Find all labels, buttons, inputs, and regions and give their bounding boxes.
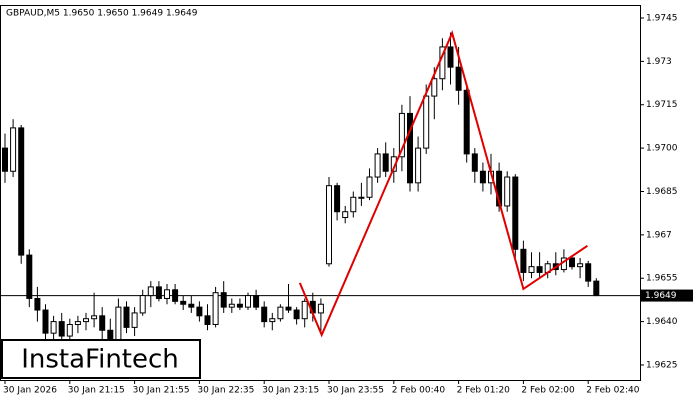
candle-body [2, 147, 8, 172]
candle-body [245, 295, 251, 308]
candle-body [115, 306, 122, 343]
y-tick-label: 1.9640 [646, 317, 678, 327]
x-tick-label: 2 Feb 01:20 [457, 386, 511, 396]
candle-body [350, 196, 357, 213]
chart-title: GBPAUD,M5 1.9650 1.9650 1.9649 1.9649 [6, 9, 198, 19]
y-tick-label: 1.9715 [646, 100, 678, 110]
candle-body [236, 303, 243, 308]
candle-body [139, 295, 146, 314]
price-label: 1.9649 [645, 291, 677, 301]
candle-body [407, 112, 413, 184]
candle-body [147, 286, 154, 297]
pattern-line [298, 30, 588, 338]
candle-body [26, 254, 33, 299]
candle-body [228, 303, 235, 308]
candle-body [463, 89, 470, 155]
candle-body [374, 153, 381, 178]
plot-frame [0, 5, 641, 381]
candle-body [358, 196, 365, 199]
candle-body [479, 170, 486, 184]
candle-body [50, 321, 57, 334]
candle-body [261, 306, 268, 323]
y-tick-label: 1.9625 [646, 360, 678, 370]
candle-body [293, 309, 300, 320]
candle-body [512, 176, 519, 250]
candle-body [220, 292, 227, 308]
candle-body [342, 211, 349, 219]
price-label-box [641, 289, 693, 302]
candle-body [593, 280, 600, 297]
y-tick-label: 1.9700 [646, 144, 678, 154]
candle-body [496, 170, 503, 207]
candle-body [455, 66, 462, 91]
candle-body [366, 176, 373, 198]
x-tick-label: 30 Jan 23:15 [262, 386, 319, 396]
candle-body [58, 321, 65, 337]
candle-body [471, 153, 478, 172]
candle-body [569, 257, 575, 268]
candle-body [83, 318, 89, 323]
candle-body [415, 147, 422, 184]
candle-body [253, 295, 260, 308]
y-tick-label: 1.9655 [646, 274, 678, 284]
candle-body [382, 153, 389, 172]
y-tick-label: 1.973 [646, 57, 672, 67]
candle-body [123, 306, 130, 328]
x-tick-label: 30 Jan 23:55 [327, 386, 384, 396]
candle-body [431, 78, 438, 97]
candle-body [180, 300, 187, 305]
candle-body [269, 318, 276, 323]
candle-body [577, 263, 584, 268]
y-tick-label: 1.9685 [646, 187, 678, 197]
candle-body [204, 315, 211, 325]
candle-body [164, 289, 170, 299]
x-tick-label: 30 Jan 2026 [3, 386, 57, 396]
candle-body [285, 306, 292, 311]
candle-body [447, 46, 454, 68]
x-tick-label: 2 Feb 02:40 [586, 386, 640, 396]
candle-body [99, 315, 106, 331]
candle-body [317, 303, 324, 314]
candle-body [91, 315, 98, 320]
candle-body [34, 297, 41, 311]
candle-body [504, 176, 511, 207]
candle-body [536, 266, 543, 273]
candle-body [585, 263, 592, 282]
candle-body [74, 321, 81, 325]
candle-body [398, 112, 405, 158]
y-tick-label: 1.967 [646, 230, 672, 240]
x-tick-label: 30 Jan 21:55 [133, 386, 190, 396]
candle-body [520, 248, 527, 273]
candle-body [131, 312, 138, 328]
candle-body [42, 309, 49, 334]
logo: InstaFintech [21, 345, 179, 375]
x-tick-label: 30 Jan 22:35 [197, 386, 254, 396]
x-tick-label: 2 Feb 02:00 [521, 386, 575, 396]
candle-body [326, 185, 332, 265]
x-tick-label: 2 Feb 00:40 [392, 386, 446, 396]
y-tick-label: 1.9745 [646, 14, 678, 24]
candle-body [423, 95, 430, 149]
marks [0, 30, 640, 351]
candle-body [212, 292, 219, 325]
candle-body [18, 127, 25, 256]
candle-body [196, 306, 203, 317]
candle-body [66, 323, 73, 337]
candle-body [277, 306, 284, 320]
candle-body [301, 300, 308, 320]
candle-body [188, 303, 195, 308]
x-tick-label: 30 Jan 21:15 [68, 386, 125, 396]
candle-body [528, 266, 535, 273]
candle-body [334, 185, 341, 213]
candle-body [155, 286, 162, 299]
candle-body [10, 127, 17, 172]
candle-body [172, 289, 179, 302]
logo-box [1, 339, 201, 379]
